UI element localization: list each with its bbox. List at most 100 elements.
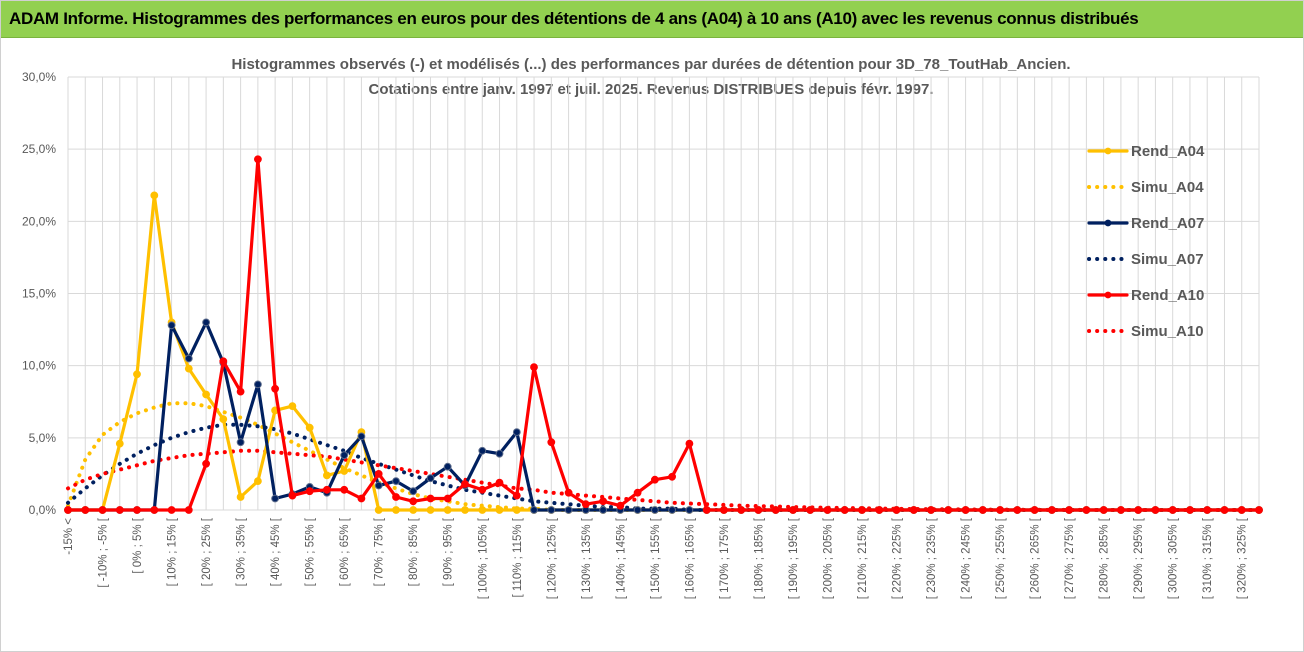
data-point-rend-a10: [1030, 506, 1039, 514]
data-point-rend-a10: [1255, 506, 1263, 514]
data-point-rend-a10: [288, 491, 297, 500]
x-tick-label: [ 200% ; 205% [: [822, 517, 834, 599]
y-tick-label: 15,0%: [22, 287, 56, 301]
data-point-rend-a10: [81, 506, 90, 514]
data-point-rend-a10: [150, 506, 159, 514]
data-point-rend-a10: [98, 506, 107, 514]
data-point-rend-a04: [115, 439, 124, 448]
x-tick-label: [ 160% ; 165% [: [684, 517, 696, 599]
legend-label-simu-a04: Simu_A04: [1131, 179, 1204, 196]
x-tick-label: [ 250% ; 255% [: [995, 517, 1007, 599]
data-point-rend-a04: [426, 506, 435, 514]
series-line-rend-a07: [66, 320, 1261, 512]
data-point-rend-a10: [840, 506, 849, 514]
x-tick-label: -15% <: [63, 518, 75, 555]
data-point-rend-a04: [461, 506, 469, 514]
series-line-simu-a10: [66, 448, 1261, 512]
y-tick-label: 20,0%: [22, 214, 56, 228]
data-point-rend-a10: [340, 485, 349, 494]
data-point-rend-a10: [1117, 506, 1125, 514]
x-tick-label: [ 30% ; 35% [: [236, 517, 248, 586]
data-point-rend-a10: [978, 506, 987, 514]
data-point-rend-a04: [184, 364, 193, 373]
y-tick-label: 10,0%: [22, 359, 56, 373]
data-point-rend-a10: [478, 485, 487, 494]
data-point-rend-a10: [357, 494, 366, 503]
y-tick-label: 5,0%: [29, 431, 57, 445]
data-point-rend-a10: [167, 506, 176, 514]
data-point-rend-a10: [547, 438, 556, 447]
data-point-rend-a10: [512, 491, 521, 500]
data-point-rend-a07: [564, 506, 573, 514]
data-point-rend-a10: [1082, 506, 1091, 514]
data-point-rend-a10: [374, 470, 383, 478]
x-tick-label: [ 0% ; 5% [: [132, 517, 144, 573]
data-point-rend-a04: [340, 467, 349, 475]
x-tick-label: [ 190% ; 195% [: [788, 517, 800, 599]
data-point-rend-a10: [1099, 506, 1108, 514]
legend-label-rend-a07: Rend_A07: [1131, 215, 1204, 232]
data-point-rend-a10: [737, 506, 746, 514]
x-axis: -15% < [ -10% ; -5% [[ 0% ; 5% [[ 10% ; 1…: [63, 517, 1249, 599]
x-tick-label: [ 10% ; 15% [: [167, 517, 179, 586]
chart-subtitle: Cotations entre janv. 1997 et juil. 2025…: [369, 81, 934, 98]
x-tick-label: [ 90% ; 95% [: [443, 517, 455, 586]
data-point-rend-a07: [651, 506, 659, 514]
data-point-rend-a07: [685, 506, 694, 514]
data-point-rend-a04: [512, 506, 521, 514]
series-line-rend-a04: [66, 193, 1261, 512]
x-tick-label: [ 180% ; 185% [: [753, 517, 765, 599]
data-point-rend-a10: [495, 478, 504, 487]
data-point-rend-a07: [271, 494, 280, 503]
data-point-rend-a10: [323, 485, 331, 494]
y-tick-label: 30,0%: [22, 70, 56, 84]
data-point-rend-a04: [133, 370, 141, 379]
y-tick-label: 0,0%: [29, 503, 57, 517]
data-point-rend-a10: [305, 487, 314, 496]
data-point-rend-a10: [133, 506, 141, 514]
data-point-rend-a10: [1151, 506, 1160, 514]
data-point-rend-a07: [512, 428, 521, 437]
data-point-rend-a07: [633, 506, 642, 514]
data-point-rend-a10: [1048, 506, 1056, 514]
data-point-rend-a04: [478, 506, 487, 514]
x-tick-label: [ 210% ; 215% [: [857, 517, 869, 599]
report-banner: ADAM Informe. Histogrammes des performan…: [1, 1, 1303, 38]
data-point-rend-a10: [115, 506, 124, 514]
data-point-rend-a10: [909, 506, 918, 514]
data-point-rend-a07: [547, 506, 556, 514]
data-point-rend-a04: [236, 493, 245, 501]
data-point-rend-a10: [1134, 506, 1143, 514]
data-point-rend-a07: [340, 451, 349, 460]
data-point-rend-a10: [1013, 506, 1022, 514]
data-point-rend-a10: [720, 506, 728, 514]
data-point-rend-a10: [64, 506, 72, 514]
x-tick-label: [ 240% ; 245% [: [961, 517, 973, 599]
x-tick-label: [ 140% ; 145% [: [615, 517, 627, 599]
legend-label-simu-a10: Simu_A10: [1131, 323, 1204, 340]
data-point-rend-a10: [927, 506, 935, 514]
data-point-rend-a04: [374, 506, 383, 514]
data-point-rend-a07: [478, 446, 487, 455]
data-point-rend-a10: [254, 155, 262, 164]
data-point-rend-a07: [236, 438, 245, 447]
legend: Rend_A04 Simu_A04 Rend_A07 Simu_A07 Rend_A10…: [1087, 143, 1205, 340]
legend-label-rend-a10: Rend_A10: [1131, 287, 1204, 304]
data-point-rend-a04: [409, 506, 418, 514]
plot-area: [64, 155, 1263, 514]
x-tick-label: [ 70% ; 75% [: [374, 517, 386, 586]
data-point-rend-a04: [150, 191, 159, 200]
data-point-rend-a10: [236, 387, 245, 396]
x-tick-label: [ 170% ; 175% [: [719, 517, 731, 599]
data-point-rend-a10: [944, 506, 953, 514]
x-tick-label: [ 260% ; 265% [: [1030, 517, 1042, 599]
data-point-rend-a10: [1220, 506, 1229, 514]
data-point-rend-a10: [1237, 506, 1246, 514]
data-point-rend-a04: [443, 506, 452, 514]
data-point-rend-a10: [409, 497, 418, 506]
data-point-rend-a07: [254, 380, 262, 389]
x-tick-label: [ 60% ; 65% [: [339, 517, 351, 586]
data-point-rend-a07: [443, 462, 452, 471]
data-point-rend-a07: [202, 318, 211, 327]
